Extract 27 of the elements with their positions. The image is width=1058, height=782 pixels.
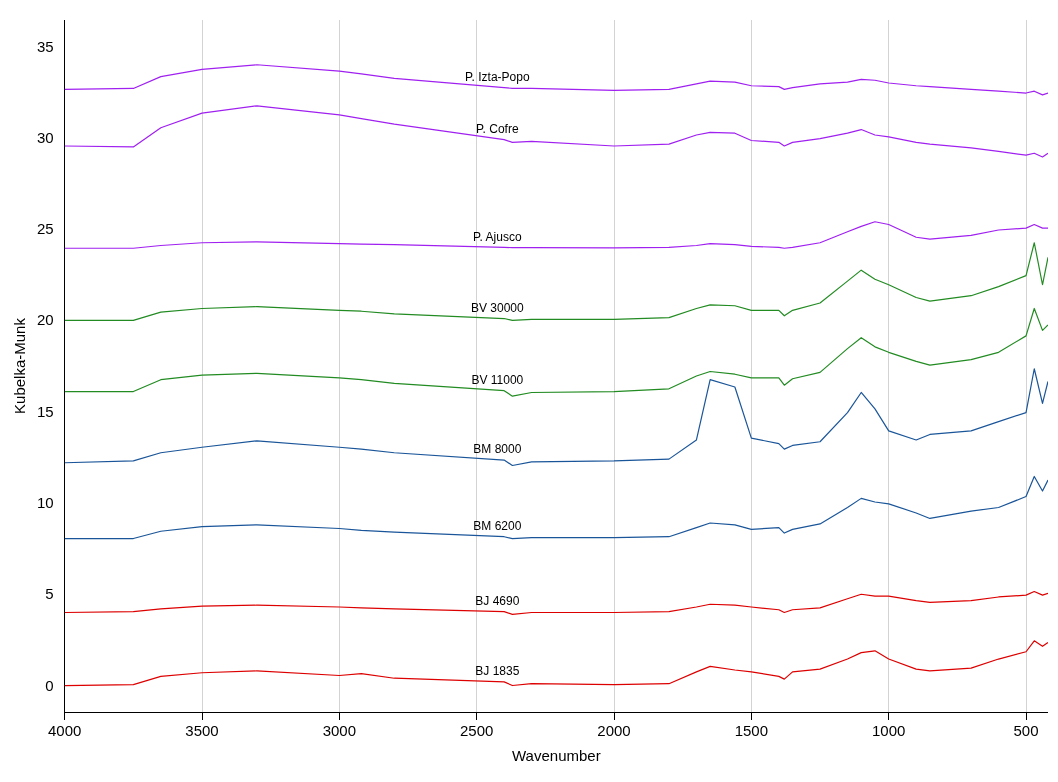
series-label: BV 30000 bbox=[470, 300, 525, 315]
y-tick-label: 30 bbox=[37, 128, 54, 146]
x-tick-label: 4000 bbox=[48, 722, 82, 740]
series-label: BJ 1835 bbox=[475, 664, 520, 679]
series-label: BM 6200 bbox=[473, 519, 522, 534]
x-tick-label: 1000 bbox=[872, 722, 906, 740]
x-tick-label: 3500 bbox=[185, 722, 219, 740]
y-tick-label: 0 bbox=[45, 676, 54, 694]
series-label: BV 11000 bbox=[471, 372, 524, 387]
y-tick-label: 10 bbox=[37, 493, 54, 511]
series-label: BM 8000 bbox=[473, 442, 522, 457]
x-axis-title: Wavenumber bbox=[512, 747, 601, 765]
y-tick-label: 20 bbox=[37, 311, 54, 329]
y-tick-label: 15 bbox=[37, 402, 54, 420]
y-tick-label: 5 bbox=[45, 585, 54, 603]
series-label: P. Cofre bbox=[476, 121, 519, 136]
x-tick-label: 2000 bbox=[597, 722, 631, 740]
x-tick-label: 2500 bbox=[460, 722, 494, 740]
y-axis-title: Kubelka-Munk bbox=[11, 317, 29, 414]
y-tick-label: 25 bbox=[37, 220, 54, 238]
series-label: P. Izta-Popo bbox=[465, 69, 530, 84]
series-label: BJ 4690 bbox=[475, 593, 520, 608]
x-tick-label: 1500 bbox=[734, 722, 769, 740]
x-tick-label: 3000 bbox=[322, 722, 357, 740]
series-label: P. Ajusco bbox=[473, 229, 522, 244]
x-tick-label: 500 bbox=[1013, 722, 1039, 740]
y-tick-label: 35 bbox=[37, 37, 54, 55]
